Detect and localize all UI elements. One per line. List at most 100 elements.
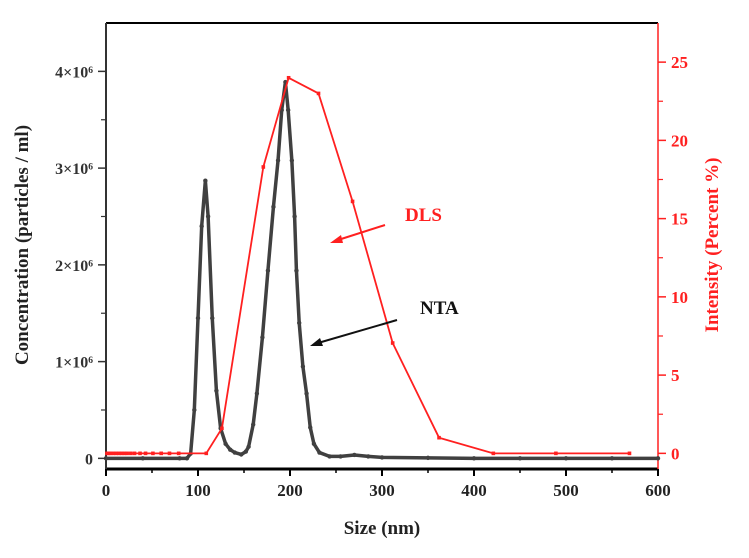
y-left-tick-label: 4×10⁶: [55, 64, 93, 81]
nta-point: [425, 455, 431, 461]
x-axis-label: Size (nm): [344, 518, 421, 539]
nta-point: [311, 441, 317, 447]
nta-point: [292, 214, 297, 219]
dls-point: [129, 451, 133, 456]
nta-point: [563, 456, 569, 461]
nta-point: [271, 204, 276, 210]
x-tick-label: 400: [461, 481, 487, 500]
nta-point: [300, 364, 306, 369]
dls-arrowhead-icon: [330, 235, 343, 243]
dls-point: [159, 451, 163, 456]
nta-point: [251, 422, 256, 427]
dls-point: [261, 165, 266, 169]
x-tick-label: 200: [277, 481, 303, 500]
dls-point: [176, 451, 181, 456]
y-right-tick-label: 20: [671, 131, 688, 150]
nta-point: [517, 456, 523, 461]
dls-point: [286, 75, 291, 80]
nta-point: [294, 268, 299, 273]
nta-point: [260, 335, 265, 340]
nta-point: [184, 456, 190, 461]
nta-point: [317, 450, 322, 455]
nta-point: [366, 454, 371, 459]
nta-point: [239, 452, 244, 457]
y-left-tick-label: 3×10⁶: [55, 161, 93, 178]
nta-point: [304, 391, 309, 396]
y-left-axis-ticks: 0 1×10⁶ 2×10⁶ 3×10⁶ 4×10⁶: [55, 64, 106, 468]
nta-point: [192, 407, 197, 413]
y-left-tick-label: 2×10⁶: [55, 258, 93, 275]
x-axis-ticks: 0 100 200 300 400 500 600: [102, 469, 671, 500]
nta-annotation-label: NTA: [420, 298, 459, 319]
nta-point: [265, 268, 271, 273]
y-right-axis-label: Intensity (Percent %): [702, 158, 723, 333]
dls-point: [390, 341, 395, 345]
nta-annotation-arrow: [317, 319, 398, 344]
dls-point: [151, 451, 155, 456]
dls-point: [437, 435, 441, 440]
nta-point: [308, 425, 313, 430]
dls-point: [106, 451, 111, 456]
nta-series: [103, 79, 661, 461]
x-tick-label: 500: [553, 481, 579, 500]
nta-point: [203, 178, 208, 183]
nta-point: [210, 315, 215, 321]
nta-point: [289, 158, 295, 163]
dls-point: [122, 451, 127, 456]
dls-point: [125, 451, 129, 456]
y-right-tick-label: 0: [671, 444, 680, 463]
nta-line: [106, 80, 658, 461]
nta-point: [246, 444, 251, 449]
dls-annotation-arrow: [337, 224, 386, 241]
nta-point: [471, 456, 477, 461]
dls-point: [204, 451, 209, 456]
dls-point: [114, 451, 118, 456]
nta-point: [177, 456, 182, 461]
dls-point: [111, 451, 116, 456]
x-tick-label: 100: [185, 481, 211, 500]
dls-point: [143, 451, 148, 456]
dls-point: [117, 451, 121, 456]
nta-point: [199, 223, 204, 229]
y-right-axis-ticks: 0 5 10 15 20 25: [658, 53, 688, 463]
nta-point: [232, 450, 237, 455]
nta-point: [205, 214, 211, 219]
y-right-tick-label: 10: [671, 288, 688, 307]
nta-point: [140, 456, 145, 461]
dls-point: [105, 451, 109, 456]
nta-point: [195, 315, 201, 321]
dls-annotation-label: DLS: [405, 205, 442, 226]
dls-point: [138, 451, 142, 456]
nta-point: [243, 449, 249, 454]
nta-point: [352, 452, 357, 458]
nta-point: [285, 107, 291, 113]
nta-arrowhead-icon: [310, 338, 323, 346]
y-left-axis-label: Concentration (particles / ml): [12, 125, 33, 365]
dls-point: [491, 451, 496, 456]
y-right-tick-label: 15: [671, 210, 688, 229]
nta-point: [228, 447, 233, 452]
y-right-tick-label: 5: [671, 366, 680, 385]
dls-point: [627, 451, 632, 456]
nta-point: [379, 455, 385, 460]
nta-point: [338, 454, 343, 459]
x-tick-label: 300: [369, 481, 395, 500]
dls-point: [350, 199, 355, 204]
plot-frame: [105, 22, 659, 471]
y-right-tick-label: 25: [671, 53, 688, 72]
nta-point: [655, 456, 661, 461]
nta-point: [297, 320, 302, 326]
dls-point: [119, 451, 124, 456]
nta-point: [223, 441, 228, 447]
dls-point: [167, 451, 172, 456]
nta-point: [254, 391, 260, 396]
nta-point: [214, 388, 219, 393]
dls-point: [108, 451, 113, 456]
nta-point: [609, 456, 615, 461]
y-left-tick-label: 0: [85, 451, 93, 468]
dls-point: [316, 91, 321, 96]
dls-series: [105, 75, 632, 456]
dls-line: [106, 76, 630, 455]
dls-point: [220, 426, 224, 431]
